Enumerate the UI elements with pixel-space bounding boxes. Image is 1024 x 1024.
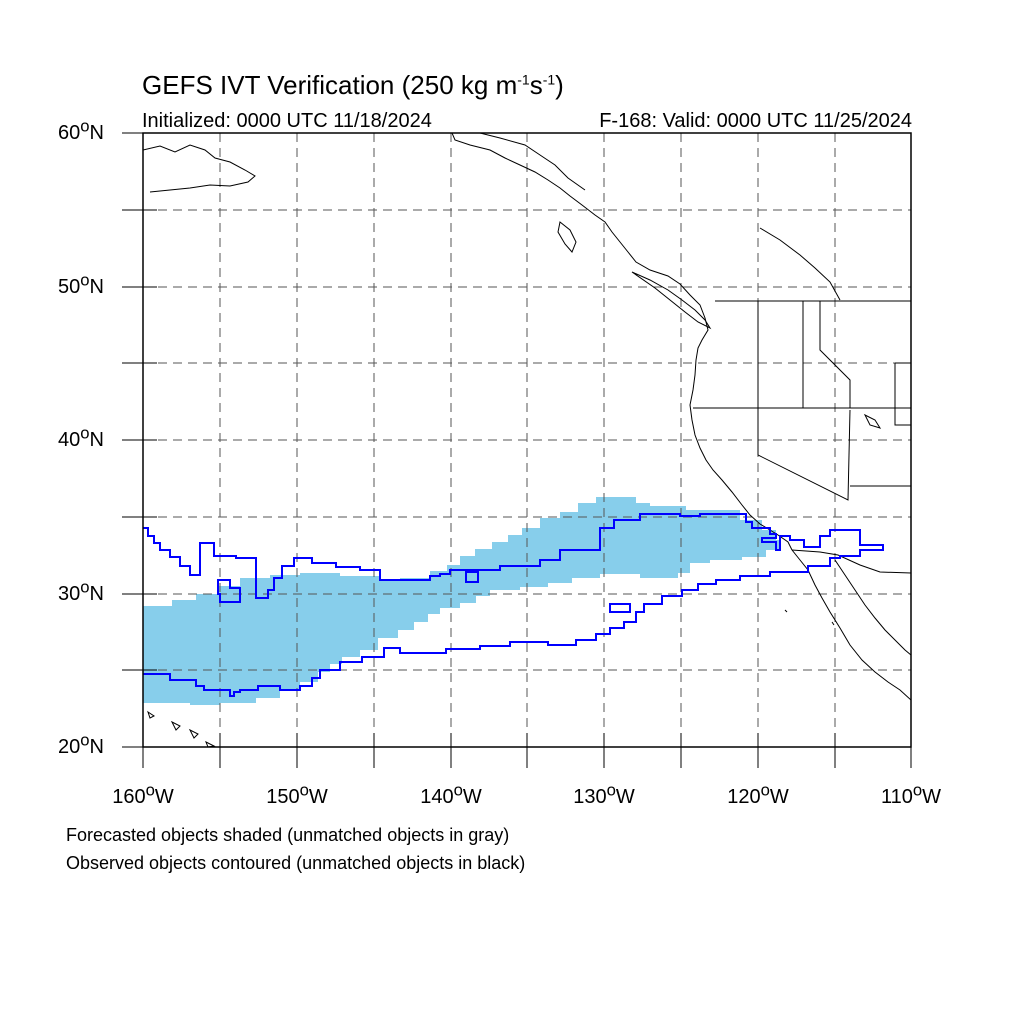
lat-label-40n: 40oN <box>58 423 104 451</box>
map-title: GEFS IVT Verification (250 kg m-1s-1) <box>142 70 564 100</box>
hawaii-islands <box>147 710 216 747</box>
alaska-coastline <box>143 144 256 193</box>
initialized-time: Initialized: 0000 UTC 11/18/2024 <box>142 110 432 132</box>
observed-ivt-object-small-a <box>217 579 241 603</box>
observed-ivt-object <box>143 513 884 697</box>
observed-ivt-object-small-c <box>465 571 479 583</box>
lon-label-120w: 120oW <box>727 780 789 808</box>
us-mexico-border <box>791 549 911 574</box>
us-state-borders <box>693 301 911 501</box>
lon-label-150w: 150oW <box>266 780 328 808</box>
lon-label-130w: 130oW <box>573 780 635 808</box>
haida-gwaii <box>557 221 577 253</box>
observed-ivt-object-small-b <box>609 603 631 613</box>
gulf-of-california-coast <box>834 559 911 656</box>
great-salt-lake <box>863 413 882 429</box>
forecast-ivt-object <box>143 497 781 705</box>
lat-label-20n: 20oN <box>58 730 104 758</box>
lon-label-110w: 110oW <box>880 780 942 808</box>
north-america-coastline <box>451 133 793 551</box>
observed-legend-note: Observed objects contoured (unmatched ob… <box>66 853 526 873</box>
lon-label-140w: 140oW <box>420 780 482 808</box>
rocky-mountain-trench <box>759 227 841 301</box>
map-frame <box>142 132 912 748</box>
valid-time: F-168: Valid: 0000 UTC 11/25/2024 <box>599 110 912 132</box>
lat-label-30n: 30oN <box>58 577 104 605</box>
lon-label-160w: 160oW <box>112 780 174 808</box>
alaska-coast-east <box>479 133 586 191</box>
lat-label-60n: 60oN <box>58 116 104 144</box>
vancouver-island <box>631 271 712 330</box>
channel-islands <box>784 609 835 626</box>
lat-label-50n: 50oN <box>58 270 104 298</box>
forecast-legend-note: Forecasted objects shaded (unmatched obj… <box>66 825 510 845</box>
